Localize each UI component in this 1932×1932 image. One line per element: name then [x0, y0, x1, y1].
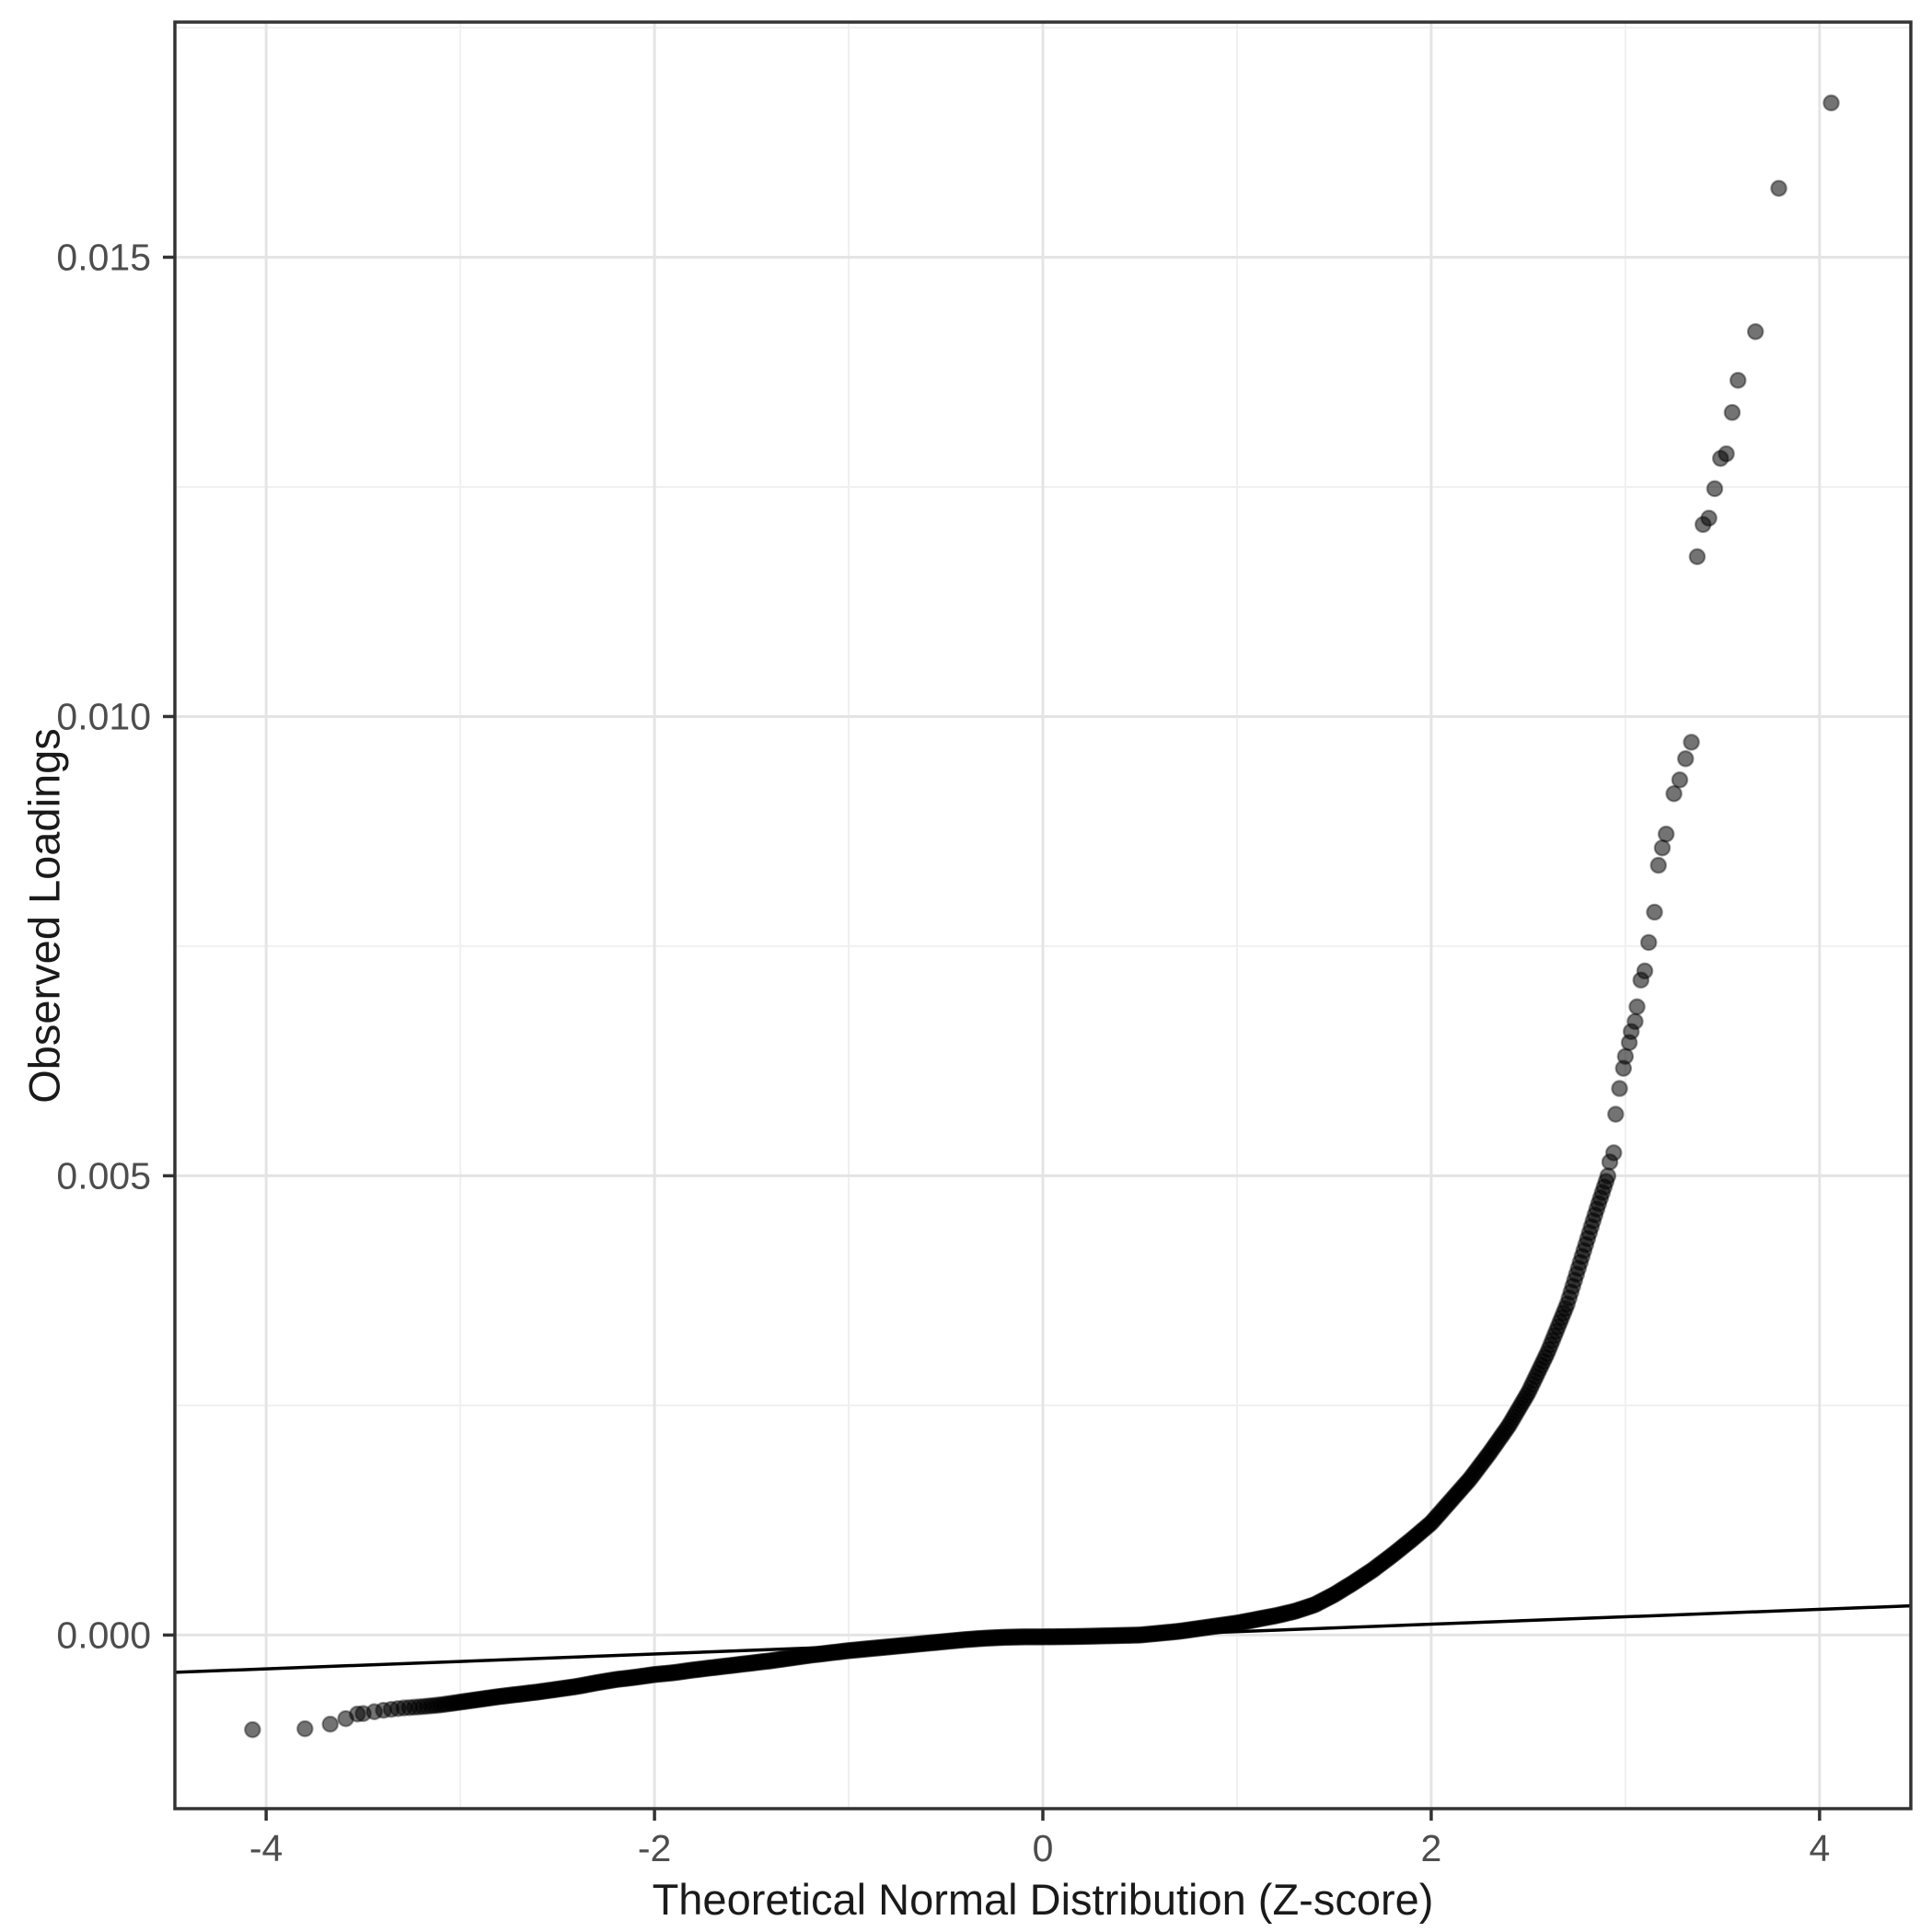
upper-tail-point — [1770, 179, 1787, 197]
x-tick-label: 0 — [1033, 1827, 1054, 1869]
upper-tail-point — [1628, 998, 1646, 1016]
upper-tail-point — [1683, 734, 1700, 751]
upper-tail-point — [1611, 1080, 1628, 1097]
upper-tail-point — [1649, 856, 1668, 874]
x-axis-title: Theoretical Normal Distribution (Z-score… — [652, 1875, 1434, 1924]
y-tick-label: 0.010 — [56, 695, 151, 737]
upper-tail-point — [1657, 825, 1675, 843]
upper-tail-point — [1665, 784, 1683, 803]
left-tail-point — [321, 1715, 340, 1733]
x-tick-label: 2 — [1421, 1827, 1442, 1869]
upper-tail-point — [1616, 1047, 1635, 1065]
left-tail-point — [244, 1720, 261, 1739]
band-point — [1599, 1167, 1617, 1185]
y-tick-label: 0.000 — [56, 1614, 151, 1656]
upper-tail-point — [1706, 480, 1724, 498]
upper-tail-point — [1746, 323, 1764, 341]
y-axis-title: Observed Loadings — [19, 728, 69, 1104]
y-tick-label: 0.005 — [56, 1154, 151, 1197]
upper-tail-point — [1688, 548, 1706, 566]
upper-tail-point — [1639, 933, 1658, 952]
upper-tail-point — [1607, 1105, 1625, 1123]
x-tick-label: -2 — [638, 1827, 671, 1869]
upper-tail-point — [1653, 839, 1672, 857]
upper-tail-point — [1671, 771, 1689, 789]
upper-tail-point — [1626, 1012, 1644, 1031]
upper-tail-point — [1729, 371, 1747, 389]
upper-tail-point — [1604, 1144, 1623, 1162]
x-tick-label: 4 — [1809, 1827, 1830, 1869]
upper-tail-point — [1718, 445, 1735, 463]
upper-tail-point — [1723, 403, 1741, 422]
upper-tail-point — [1822, 94, 1840, 112]
x-tick-label: -4 — [249, 1827, 283, 1869]
upper-tail-point — [1646, 903, 1663, 921]
y-tick-label: 0.015 — [56, 236, 151, 278]
upper-tail-point — [1636, 962, 1654, 980]
upper-tail-point — [1676, 750, 1695, 768]
left-tail-point — [296, 1719, 314, 1738]
upper-tail-point — [1700, 509, 1718, 527]
left-tail-point — [349, 1705, 366, 1723]
